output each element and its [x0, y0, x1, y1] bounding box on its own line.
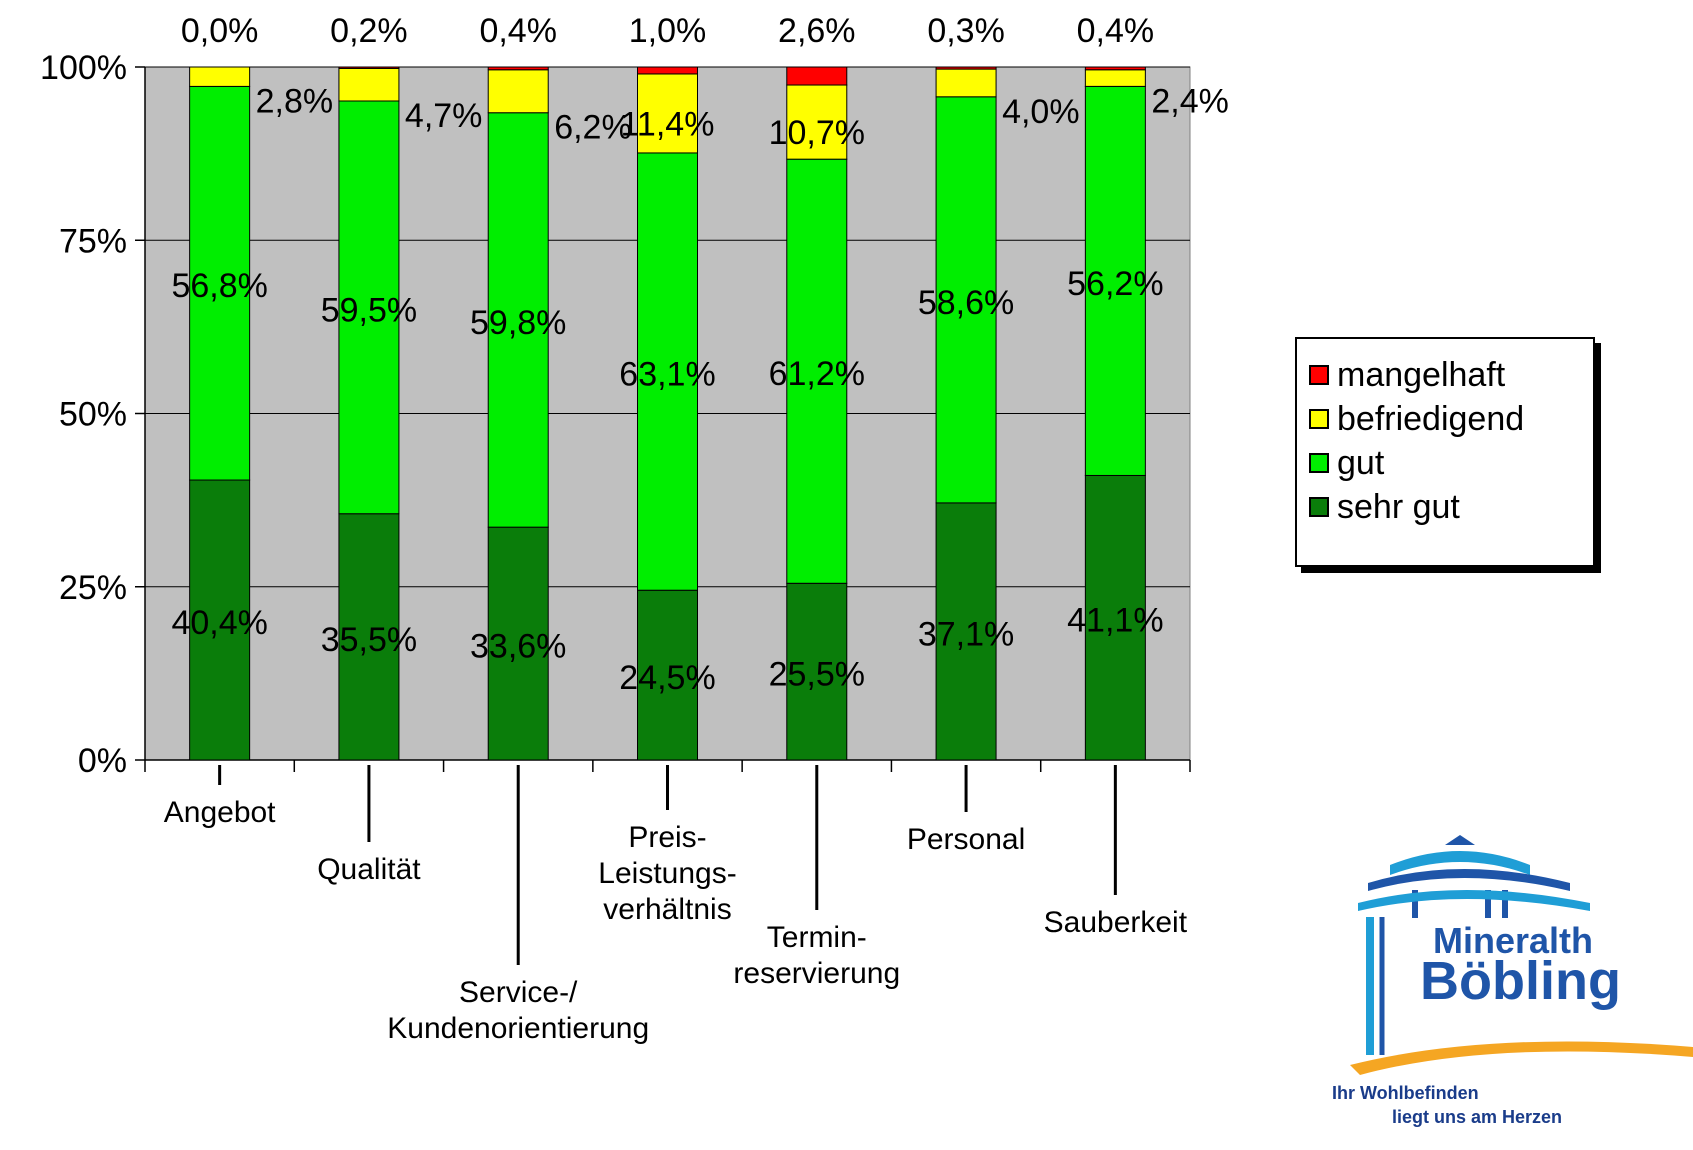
logo-text-line2: Böbling — [1420, 951, 1621, 1011]
legend-swatch-mangelhaft — [1309, 365, 1329, 385]
category-label: Preis- — [628, 821, 706, 854]
data-label-sehr-gut: 33,6% — [470, 628, 566, 666]
bar-sehr-gut — [1084, 474, 1146, 761]
bar-gut — [487, 112, 549, 528]
bar-gut — [935, 96, 997, 504]
data-label-sehr-gut: 35,5% — [321, 621, 417, 659]
data-label-mangelhaft: 0,3% — [927, 12, 1005, 50]
logo-slogan-line1: Ihr Wohlbefinden — [1332, 1083, 1479, 1103]
data-label-gut: 56,8% — [171, 267, 267, 305]
mineraltherme-logo: Mineralth Böbling Ihr Wohlbefinden liegt… — [1270, 825, 1693, 1145]
legend-item-mangelhaft: mangelhaft — [1309, 353, 1505, 397]
bar-befriedigend — [338, 67, 400, 102]
data-label-mangelhaft: 0,4% — [1077, 12, 1155, 50]
data-label-gut: 61,2% — [769, 355, 865, 393]
data-label-gut: 56,2% — [1067, 265, 1163, 303]
category-label: verhältnis — [603, 893, 731, 926]
category-label: Service-/ — [459, 976, 578, 1009]
bar-sehr-gut — [786, 582, 848, 761]
data-label-sehr-gut: 41,1% — [1067, 602, 1163, 640]
bar-sehr-gut — [935, 502, 997, 761]
bar-mangelhaft — [1084, 66, 1146, 71]
data-label-befriedigend: 4,0% — [1002, 93, 1080, 131]
data-label-mangelhaft: 0,2% — [330, 12, 408, 50]
data-label-gut: 59,5% — [321, 291, 417, 329]
bar-befriedigend — [935, 68, 997, 98]
y-tick-label: 0% — [78, 742, 127, 780]
bar-sehr-gut — [189, 479, 251, 761]
bar-befriedigend — [1084, 69, 1146, 87]
data-label-gut: 63,1% — [619, 356, 715, 394]
data-label-mangelhaft: 2,6% — [778, 12, 856, 50]
legend-swatch-befriedigend — [1309, 409, 1329, 429]
bar-sehr-gut — [338, 513, 400, 761]
legend-item-sehr-gut: sehr gut — [1309, 485, 1460, 529]
data-label-befriedigend: 4,7% — [405, 97, 483, 135]
category-label: Kundenorientierung — [387, 1012, 649, 1045]
legend-swatch-gut — [1309, 453, 1329, 473]
chart-legend: mangelhaft befriedigend gut sehr gut — [1295, 337, 1595, 567]
data-label-gut: 58,6% — [918, 284, 1014, 322]
y-tick-label: 75% — [59, 222, 127, 260]
bar-mangelhaft — [487, 66, 549, 71]
category-label: Sauberkeit — [1044, 906, 1188, 939]
logo-slogan-line2: liegt uns am Herzen — [1392, 1107, 1563, 1127]
legend-swatch-sehr-gut — [1309, 497, 1329, 517]
y-tick-label: 50% — [59, 396, 127, 434]
data-label-befriedigend: 2,8% — [256, 82, 334, 120]
category-label: reservierung — [733, 957, 900, 990]
legend-item-gut: gut — [1309, 441, 1384, 485]
legend-label: mangelhaft — [1337, 356, 1506, 394]
bar-mangelhaft — [338, 66, 400, 69]
y-tick-label: 25% — [59, 569, 127, 607]
bar-sehr-gut — [487, 526, 549, 761]
bar-sehr-gut — [637, 589, 698, 761]
category-label: Termin- — [767, 921, 867, 954]
data-label-sehr-gut: 40,4% — [171, 604, 267, 642]
category-label: Leistungs- — [598, 857, 736, 890]
category-label: Angebot — [164, 796, 276, 829]
data-label-mangelhaft: 1,0% — [629, 12, 707, 50]
bar-gut — [1084, 85, 1146, 476]
data-label-befriedigend: 11,4% — [621, 105, 715, 143]
data-label-sehr-gut: 25,5% — [769, 656, 865, 694]
y-tick-label: 100% — [40, 49, 127, 87]
data-label-sehr-gut: 24,5% — [619, 659, 715, 697]
data-label-befriedigend: 6,2% — [554, 109, 632, 147]
data-label-gut: 59,8% — [470, 304, 566, 342]
bar-gut — [786, 158, 848, 584]
legend-label: sehr gut — [1337, 488, 1460, 526]
data-label-befriedigend: 2,4% — [1151, 82, 1229, 120]
data-label-befriedigend: 10,7% — [769, 114, 865, 152]
logo-building-icon — [1350, 835, 1693, 1075]
bar-gut — [338, 100, 400, 515]
category-label: Qualität — [317, 853, 421, 886]
bar-befriedigend — [487, 69, 549, 114]
bar-mangelhaft — [786, 66, 848, 86]
bar-befriedigend — [189, 66, 251, 87]
logo-text-line1: Mineralth — [1433, 920, 1594, 961]
data-label-mangelhaft: 0,4% — [479, 12, 557, 50]
bar-mangelhaft — [935, 66, 997, 70]
bar-mangelhaft — [637, 66, 698, 75]
legend-label: gut — [1337, 444, 1385, 482]
legend-label: befriedigend — [1337, 400, 1525, 438]
category-label: Personal — [907, 823, 1025, 856]
bar-gut — [637, 152, 698, 591]
data-label-sehr-gut: 37,1% — [918, 615, 1014, 653]
bar-gut — [189, 85, 251, 481]
bar-befriedigend — [637, 73, 698, 154]
legend-item-befriedigend: befriedigend — [1309, 397, 1524, 441]
bar-befriedigend — [786, 84, 848, 160]
data-label-mangelhaft: 0,0% — [181, 12, 259, 50]
